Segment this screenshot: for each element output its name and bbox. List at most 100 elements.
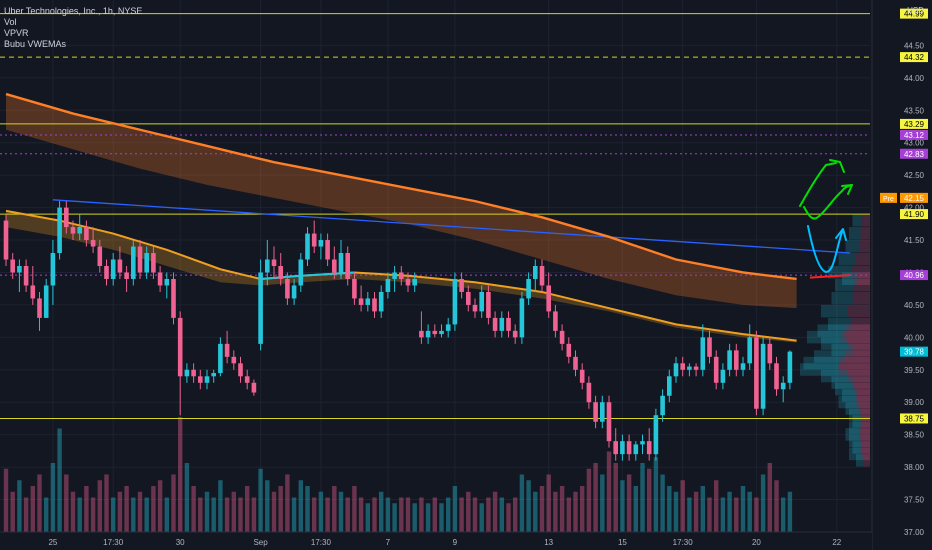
vpvr-bar <box>860 227 870 240</box>
y-tick-label: 37.00 <box>904 528 925 537</box>
vpvr-bar <box>845 240 859 253</box>
vpvr-bar <box>845 428 859 441</box>
candle <box>325 233 330 266</box>
candle-body <box>305 233 310 260</box>
x-tick-label: 17:30 <box>103 538 124 547</box>
legend-volume[interactable]: Vol <box>4 17 17 27</box>
volume-bar <box>137 491 143 532</box>
candle-body <box>399 272 404 279</box>
candle-body <box>10 259 15 273</box>
candle-body <box>345 253 350 279</box>
candle <box>265 240 270 286</box>
candle-body <box>586 382 592 403</box>
vpvr-bar <box>838 363 870 376</box>
price-level-label: 43.12 <box>904 131 925 140</box>
volume-bar <box>285 474 290 532</box>
candle-body <box>640 441 645 445</box>
candle-body <box>693 366 699 370</box>
candle-body <box>466 291 471 305</box>
candle-body <box>787 351 793 383</box>
candle-body <box>325 240 330 260</box>
volume-bar <box>171 474 176 532</box>
candle-body <box>291 285 297 299</box>
legend-symbol-title[interactable]: Uber Technologies, Inc., 1h, NYSE <box>4 6 143 16</box>
candle <box>177 311 183 416</box>
price-level-tag <box>900 8 928 19</box>
candle <box>459 272 464 299</box>
candle-body <box>573 356 578 370</box>
candle-body <box>760 343 766 409</box>
candle <box>673 356 679 383</box>
x-tick-label: 9 <box>453 538 458 547</box>
y-tick-label: 38.50 <box>904 431 925 440</box>
volume-bar <box>479 503 484 532</box>
candle-body <box>720 369 726 383</box>
candle-body <box>124 272 129 279</box>
candle-body <box>70 227 76 234</box>
volume-bar <box>714 480 719 532</box>
candle <box>352 272 357 305</box>
vpvr-bar <box>857 272 870 285</box>
candle-body <box>626 441 632 455</box>
price-level-tag <box>900 413 928 424</box>
candle-body <box>30 285 36 299</box>
candle <box>533 259 538 292</box>
pre-market-badge-label: Pre <box>883 196 894 203</box>
volume-bar <box>144 497 149 532</box>
y-tick-label: 42.00 <box>904 204 925 213</box>
candle <box>660 389 665 422</box>
x-tick-label: 20 <box>752 538 761 547</box>
vpvr-bar <box>835 278 855 292</box>
candle-body <box>653 415 659 455</box>
candle-body <box>687 366 692 370</box>
vpvr-bar <box>855 253 870 266</box>
volume-bar <box>539 486 545 532</box>
candle <box>780 376 786 403</box>
candle-body <box>593 402 598 422</box>
candle <box>298 253 304 292</box>
volume-bar <box>626 474 632 532</box>
candle <box>579 363 585 390</box>
candle-body <box>539 266 545 286</box>
currency-label[interactable]: USD <box>907 6 924 15</box>
legend-indicator[interactable]: Bubu VWEMAs <box>4 39 67 49</box>
vpvr-bar <box>800 363 839 376</box>
candle <box>466 285 471 312</box>
volume-bar <box>245 486 250 532</box>
vpvr-bar <box>862 415 870 428</box>
candle <box>338 240 344 279</box>
candle-body <box>251 382 257 393</box>
candle-body <box>486 291 491 318</box>
candle-body <box>700 337 706 370</box>
candle-body <box>378 291 384 312</box>
volume-bar <box>278 486 283 532</box>
candle <box>157 266 163 292</box>
volume-bars <box>3 417 793 532</box>
volume-bar <box>700 486 705 532</box>
legend-vpvr[interactable]: VPVR <box>4 28 29 38</box>
candle-body <box>385 278 391 292</box>
candle <box>43 278 49 318</box>
candle-body <box>224 343 230 357</box>
volume-bar <box>365 503 370 532</box>
volume-bar <box>97 480 102 532</box>
candle <box>244 369 250 390</box>
volume-bar <box>546 474 551 532</box>
volume-bar <box>352 486 357 532</box>
x-tick-label: 25 <box>48 538 57 547</box>
candle-body <box>97 246 103 266</box>
volume-bar <box>606 451 612 532</box>
candle <box>110 253 116 286</box>
y-tick-label: 39.00 <box>904 398 925 407</box>
vpvr-bar <box>858 240 870 253</box>
candle-body <box>184 369 190 377</box>
vpvr-bar <box>835 382 855 396</box>
candle <box>600 395 605 429</box>
price-level-label: 41.90 <box>904 210 925 219</box>
volume-bar <box>419 497 424 532</box>
vpvr-bar <box>844 350 870 363</box>
vpvr-bar <box>838 395 856 409</box>
volume-bar <box>164 497 169 532</box>
volume-bar <box>727 491 732 532</box>
